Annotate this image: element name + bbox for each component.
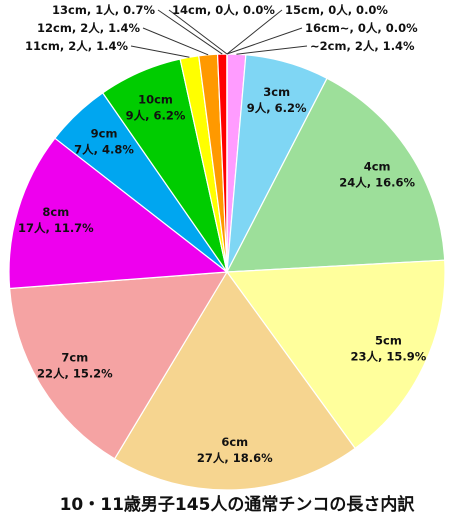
- slice-label: 14cm, 0人, 0.0%: [172, 3, 275, 17]
- category-label: 14cm: [172, 3, 207, 17]
- slice-label: 16cm~, 0人, 0.0%: [305, 21, 418, 35]
- category-label: 5cm: [375, 333, 402, 347]
- label-separator: ,: [346, 39, 354, 53]
- category-label: 9cm: [91, 127, 118, 141]
- value-label: 2人, 1.4%: [355, 39, 415, 53]
- value-label: 1人, 0.7%: [95, 3, 155, 17]
- category-label: 4cm: [364, 159, 391, 173]
- value-label: 22人, 15.2%: [37, 366, 113, 380]
- value-label: 0人, 0.0%: [215, 3, 275, 17]
- label-separator: ,: [87, 3, 95, 17]
- label-separator: ,: [320, 3, 328, 17]
- value-label: 0人, 0.0%: [358, 21, 418, 35]
- category-label: ~2cm: [310, 39, 346, 53]
- value-label: 23人, 15.9%: [351, 349, 427, 363]
- category-label: 13cm: [52, 3, 87, 17]
- pie-slice: [225, 259, 446, 450]
- leader-line: [168, 9, 228, 55]
- slice-label: ~2cm, 2人, 1.4%: [310, 39, 415, 53]
- category-label: 16cm~: [305, 21, 349, 35]
- category-label: 6cm: [221, 435, 248, 449]
- category-label: 3cm: [263, 85, 290, 99]
- leader-line: [142, 27, 209, 56]
- value-label: 2人, 1.4%: [80, 21, 140, 35]
- label-separator: ,: [60, 39, 68, 53]
- value-label: 2人, 1.4%: [68, 39, 128, 53]
- category-label: 10cm: [138, 93, 173, 107]
- label-separator: ,: [207, 3, 215, 17]
- label-separator: ,: [349, 21, 357, 35]
- value-label: 7人, 4.8%: [74, 143, 134, 157]
- leader-line: [157, 9, 223, 55]
- leader-line: [236, 45, 308, 55]
- pie-slice: [113, 270, 356, 491]
- chart-title: 10・11歳男子145人の通常チンコの長さ内訳: [60, 494, 416, 515]
- value-label: 9人, 6.2%: [126, 109, 186, 123]
- category-label: 12cm: [37, 21, 72, 35]
- value-label: 24人, 16.6%: [339, 175, 415, 189]
- category-label: 15cm: [285, 3, 320, 17]
- slice-label: 12cm, 2人, 1.4%: [37, 21, 140, 35]
- leader-line: [226, 9, 283, 55]
- category-label: 7cm: [61, 350, 88, 364]
- slice-label: 11cm, 2人, 1.4%: [25, 39, 128, 53]
- leader-line: [130, 45, 190, 58]
- value-label: 27人, 18.6%: [197, 451, 273, 465]
- value-label: 0人, 0.0%: [328, 3, 388, 17]
- category-label: 11cm: [25, 39, 60, 53]
- label-separator: ,: [72, 21, 80, 35]
- pie-slice: [8, 271, 229, 460]
- slice-label: 15cm, 0人, 0.0%: [285, 3, 388, 17]
- pie-slice: [225, 77, 446, 273]
- pie-slice: [8, 137, 229, 290]
- category-label: 8cm: [42, 205, 69, 219]
- slice-label: 13cm, 1人, 0.7%: [52, 3, 155, 17]
- value-label: 17人, 11.7%: [18, 221, 94, 235]
- value-label: 9人, 6.2%: [247, 101, 307, 115]
- leader-line: [226, 27, 303, 55]
